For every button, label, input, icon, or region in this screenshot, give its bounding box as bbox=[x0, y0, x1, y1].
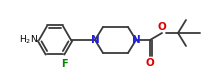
Text: N: N bbox=[91, 35, 99, 45]
Text: F: F bbox=[61, 59, 67, 69]
Text: N: N bbox=[132, 35, 140, 45]
Text: O: O bbox=[158, 22, 166, 32]
Text: O: O bbox=[146, 58, 154, 68]
Text: H$_2$N: H$_2$N bbox=[19, 34, 38, 46]
